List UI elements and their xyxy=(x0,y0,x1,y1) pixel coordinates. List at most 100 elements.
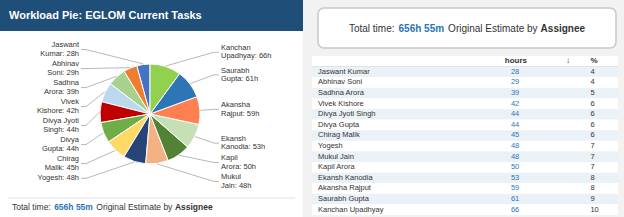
leader-line xyxy=(195,137,219,144)
table-name: Jaswant Kumar xyxy=(318,67,370,76)
table-name: Divya Jyoti Singh xyxy=(318,109,376,118)
table-row xyxy=(312,151,618,162)
box-total-part: 656h 55m xyxy=(399,22,445,33)
table-share: 5 xyxy=(590,88,594,97)
box-total-part: Original Estimate by xyxy=(448,22,537,33)
table-name: Akansha Rajput xyxy=(318,183,372,192)
table-share: 6 xyxy=(590,99,594,108)
table-panel xyxy=(312,56,618,215)
box-total-part: Assignee xyxy=(541,22,586,33)
footer-total-part: Total time: xyxy=(12,202,51,212)
slice-label: Divya JyotiSingh: 44h xyxy=(43,116,80,134)
slice-label: KanchanUpadhyay: 66h xyxy=(221,43,271,61)
slice-label-line: Gupta: 61h xyxy=(221,74,258,83)
table-row xyxy=(312,77,618,88)
table-share: 6 xyxy=(590,130,594,139)
table-hours: 42 xyxy=(511,99,519,108)
slice-label: EkanshKanodia: 53h xyxy=(221,134,265,152)
table-hours: 39 xyxy=(511,88,519,97)
table-hours: 48 xyxy=(511,152,519,161)
table-row xyxy=(312,162,618,173)
table-share: 6 xyxy=(590,109,594,118)
footer-total-part: Original Estimate by xyxy=(96,202,173,212)
leader-line xyxy=(200,109,219,110)
total-box xyxy=(318,8,616,48)
footer-total: Total time:656h 55mOriginal Estimate byA… xyxy=(12,202,213,212)
table-header: hours xyxy=(505,56,528,65)
table-share: 7 xyxy=(590,162,594,171)
table-share: 4 xyxy=(590,67,594,76)
table-row xyxy=(312,98,618,109)
slice-label: Yogesh: 48h xyxy=(38,173,79,182)
table-hours: 66 xyxy=(511,205,519,214)
leader-line xyxy=(81,162,134,178)
table-share: 9 xyxy=(590,194,594,203)
table-row xyxy=(312,109,618,120)
table-hours: 29 xyxy=(511,77,519,86)
footer-total-part: 656h 55m xyxy=(54,202,93,212)
table-header: ↓ xyxy=(566,56,570,65)
slice-label-line: Yogesh: 48h xyxy=(38,173,79,182)
leader-line xyxy=(81,92,105,107)
table-share: 7 xyxy=(590,141,594,150)
title-bar xyxy=(0,0,303,31)
table-hours: 44 xyxy=(511,120,519,129)
table: hours↓%Jaswant Kumar284Abhinav Soni294Sa… xyxy=(312,56,618,215)
leader-line xyxy=(81,76,116,87)
table-name: Ekansh Kanodia xyxy=(318,173,373,182)
leader-line xyxy=(81,133,103,145)
slice-label: MukulJain: 48h xyxy=(221,172,251,190)
table-hours: 61 xyxy=(511,194,519,203)
background xyxy=(0,0,624,217)
leader-line xyxy=(166,52,219,66)
table-hours: 59 xyxy=(511,183,519,192)
leader-line xyxy=(81,50,143,64)
slice-label-line: Gupta: 44h xyxy=(42,144,79,153)
leader-line xyxy=(81,151,115,164)
table-share: 4 xyxy=(590,77,594,86)
slice-label-line: Arora: 39h xyxy=(44,87,79,96)
table-share: 10 xyxy=(590,205,598,214)
table-name: Kanchan Upadhyay xyxy=(318,205,384,214)
slice-label-line: Kumar: 28h xyxy=(40,49,79,58)
leader-line xyxy=(81,67,130,69)
table-name: Kapil Arora xyxy=(318,162,356,171)
table-row xyxy=(312,67,618,78)
slice-label-line: Soni: 29h xyxy=(47,68,79,77)
pie-panel xyxy=(0,0,303,217)
slice-label: KapilArora: 50h xyxy=(221,153,256,171)
table-row xyxy=(312,120,618,131)
table-name: Yogesh xyxy=(318,141,343,150)
pie-labels: JaswantKumar: 28hAbhinavSoni: 29hSadhnaA… xyxy=(37,40,272,189)
table-share: 7 xyxy=(590,152,594,161)
table-hours: 53 xyxy=(511,173,519,182)
leader-line xyxy=(190,75,219,84)
pie-slice xyxy=(150,64,180,114)
slice-label-line: Arora: 50h xyxy=(221,162,256,171)
table-name: Chirag Malik xyxy=(318,130,360,139)
table-share: 6 xyxy=(590,120,594,129)
table-hours: 48 xyxy=(511,141,519,150)
box-total-part: Total time: xyxy=(349,22,395,33)
chart-svg: Workload Pie: EGLOM Current TasksJaswant… xyxy=(0,0,624,217)
slice-label: VivekKishore: 42h xyxy=(37,97,79,115)
slice-label-line: Kishore: 42h xyxy=(37,106,79,115)
pie xyxy=(100,64,200,164)
table-row xyxy=(312,173,618,184)
table-name: Divya Gupta xyxy=(318,120,360,129)
slice-label-line: Rajput: 59h xyxy=(221,109,259,118)
table-hours: 45 xyxy=(511,130,519,139)
slice-label: SaurabhGupta: 61h xyxy=(221,66,258,84)
table-name: Saurabh Gupta xyxy=(318,194,370,203)
slice-label-line: Kanodia: 53h xyxy=(221,142,265,151)
table-hours: 28 xyxy=(511,67,519,76)
slice-label-line: Singh: 44h xyxy=(43,125,79,134)
slice-label: SadhnaArora: 39h xyxy=(44,78,80,96)
slice-label: AbhinavSoni: 29h xyxy=(47,59,79,77)
table-share: 8 xyxy=(590,183,594,192)
table-name: Abhinav Soni xyxy=(318,77,363,86)
slice-label-line: Jain: 48h xyxy=(221,181,251,190)
table-row xyxy=(312,204,618,215)
box-total: Total time: 656h 55mOriginal Estimate by A… xyxy=(349,22,586,33)
table-name: Mukul Jain xyxy=(318,152,354,161)
